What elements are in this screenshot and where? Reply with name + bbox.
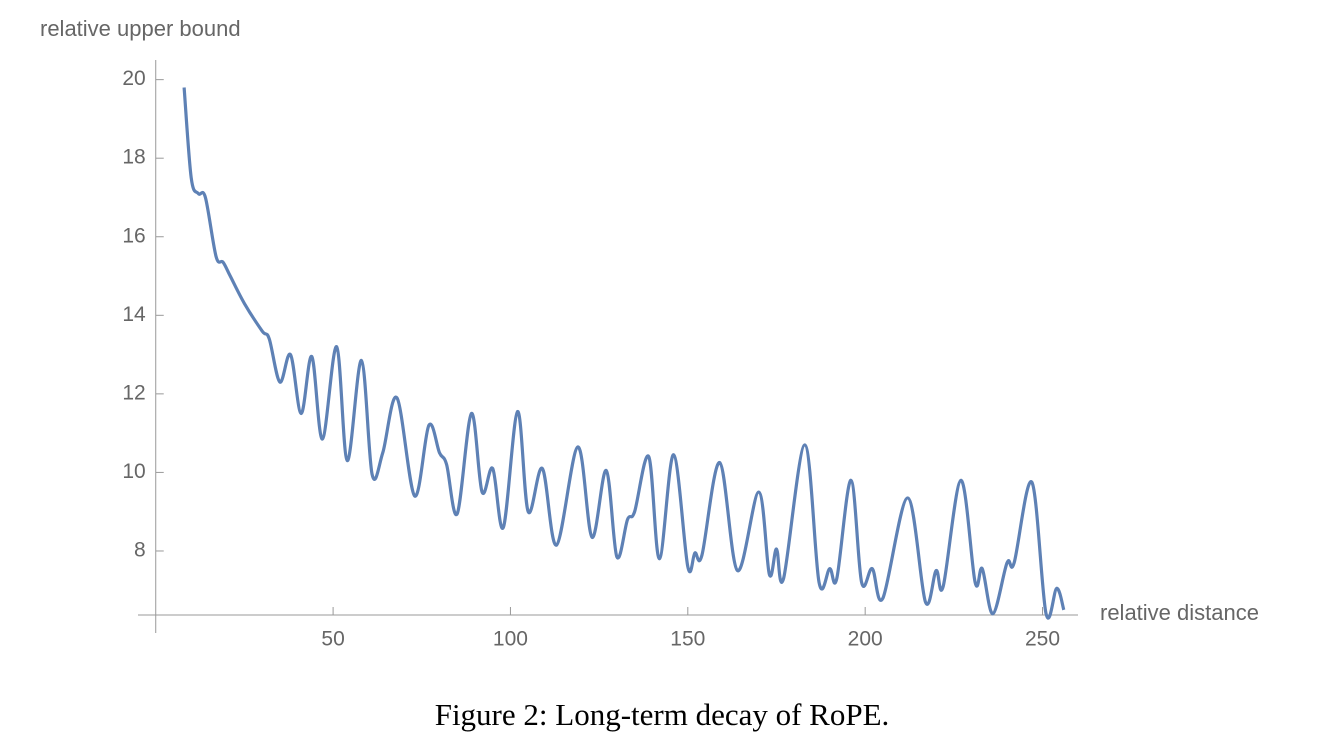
x-tick-label: 100 xyxy=(493,628,528,651)
y-tick-label: 12 xyxy=(122,381,145,404)
y-tick-label: 18 xyxy=(122,146,145,169)
y-tick-label: 16 xyxy=(122,224,145,247)
y-tick-label: 8 xyxy=(134,539,146,562)
y-tick-label: 14 xyxy=(122,303,146,326)
x-tick-label: 150 xyxy=(670,628,705,651)
y-tick-label: 20 xyxy=(122,67,145,90)
x-axis-label: relative distance xyxy=(1100,600,1259,625)
y-tick-label: 10 xyxy=(122,460,145,483)
x-tick-label: 250 xyxy=(1025,628,1060,651)
line-series xyxy=(182,87,1066,620)
caption: Figure 2: Long-term decay of RoPE. xyxy=(435,697,890,732)
x-tick-label: 200 xyxy=(848,628,883,651)
y-axis-label: relative upper bound xyxy=(40,16,241,41)
x-tick-label: 50 xyxy=(321,628,344,651)
